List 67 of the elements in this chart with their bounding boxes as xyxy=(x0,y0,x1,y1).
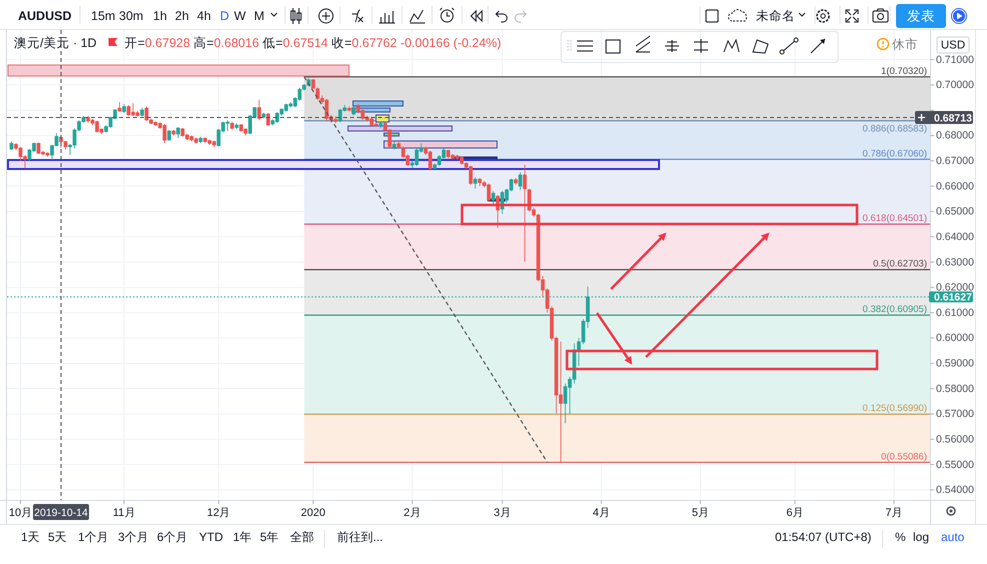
text: 15m xyxy=(91,9,116,23)
y-tick-label: 0.70000 xyxy=(936,79,974,92)
ref-line-label: 0.5(0.62703) xyxy=(873,258,927,270)
text: 6个月 xyxy=(157,530,188,544)
y-tick-label: 0.56000 xyxy=(936,433,974,446)
x-tick-label: 12月 xyxy=(206,507,230,519)
text: 2h xyxy=(175,9,189,23)
x-tick-label: 3月 xyxy=(494,507,511,519)
text: USD xyxy=(940,40,966,52)
text: 1天 xyxy=(21,530,40,544)
ref-line-label: 0.68713 xyxy=(934,112,972,124)
text: 未命名 xyxy=(756,9,795,23)
y-tick-label: 0.54000 xyxy=(936,484,974,496)
text: auto xyxy=(941,530,965,544)
y-tick-label: 0.67000 xyxy=(936,155,974,168)
y-tick-label: 0.68000 xyxy=(936,130,974,142)
text: 澳元/美元 · 1D xyxy=(14,35,97,50)
text: 全部 xyxy=(290,530,314,544)
x-tick-label: 6月 xyxy=(786,507,804,519)
text: log xyxy=(913,530,930,544)
x-tick-label: 5月 xyxy=(692,507,709,519)
y-tick-label: 0.55000 xyxy=(936,458,974,471)
text: 前往到... xyxy=(337,530,384,544)
y-tick-label: 0.64000 xyxy=(936,230,974,243)
ref-line-label: 0.61627 xyxy=(934,292,972,304)
y-tick-label: 0.60000 xyxy=(936,332,974,344)
x-tick-label: 2月 xyxy=(404,507,421,519)
text: 发表 xyxy=(907,8,935,24)
text: 5天 xyxy=(48,530,67,544)
y-tick-label: 0.57000 xyxy=(936,408,974,420)
text: 01:54:07 (UTC+8) xyxy=(775,530,872,544)
text: 4h xyxy=(197,9,211,23)
y-tick-label: 0.65000 xyxy=(936,206,974,218)
text: 3个月 xyxy=(118,530,149,544)
x-tick-label: 2019-10-14 xyxy=(34,507,88,519)
ref-line-label: 0(0.55086) xyxy=(881,451,927,462)
x-tick-label: 10月 xyxy=(8,507,32,519)
y-tick-label: 0.66000 xyxy=(936,180,974,192)
text: YTD xyxy=(199,530,224,544)
y-tick-label: 0.58000 xyxy=(936,382,974,395)
text: 30m xyxy=(119,9,144,23)
x-tick-label: 7月 xyxy=(885,507,903,519)
text: % xyxy=(895,530,906,544)
x-tick-label: 2020 xyxy=(300,507,326,519)
text: 1年 xyxy=(233,530,252,544)
y-tick-label: 0.63000 xyxy=(936,256,974,268)
text: 1个月 xyxy=(78,530,109,544)
x-tick-label: 4月 xyxy=(592,507,610,519)
y-tick-label: 0.62000 xyxy=(936,282,974,294)
annotation: 休市 xyxy=(892,38,918,52)
ref-line-label: 0.618(0.64501) xyxy=(862,213,927,224)
y-tick-label: 0.61000 xyxy=(936,306,974,319)
text: 5年 xyxy=(260,530,279,544)
text: D xyxy=(220,9,230,23)
x-tick-label: 11月 xyxy=(112,507,136,519)
text: 开=0.67928 高=0.68016 低=0.67514 收=0.67762 -0.00166 (-0.24%) xyxy=(124,36,502,50)
text: W xyxy=(234,9,246,23)
text: AUDUSD xyxy=(18,9,72,23)
ref-line-label: 0.886(0.68583) xyxy=(862,123,927,134)
text: 1h xyxy=(153,9,167,23)
text: M xyxy=(254,9,264,23)
ref-line-label: 1(0.70320) xyxy=(881,66,927,77)
y-tick-label: 0.59000 xyxy=(936,358,974,370)
ref-line-label: 0.125(0.56990) xyxy=(862,403,927,414)
y-tick-label: 0.71000 xyxy=(936,54,974,66)
ref-line-label: 0.786(0.67060) xyxy=(862,148,927,160)
ref-line-label: 0.382(0.60905) xyxy=(862,304,927,316)
